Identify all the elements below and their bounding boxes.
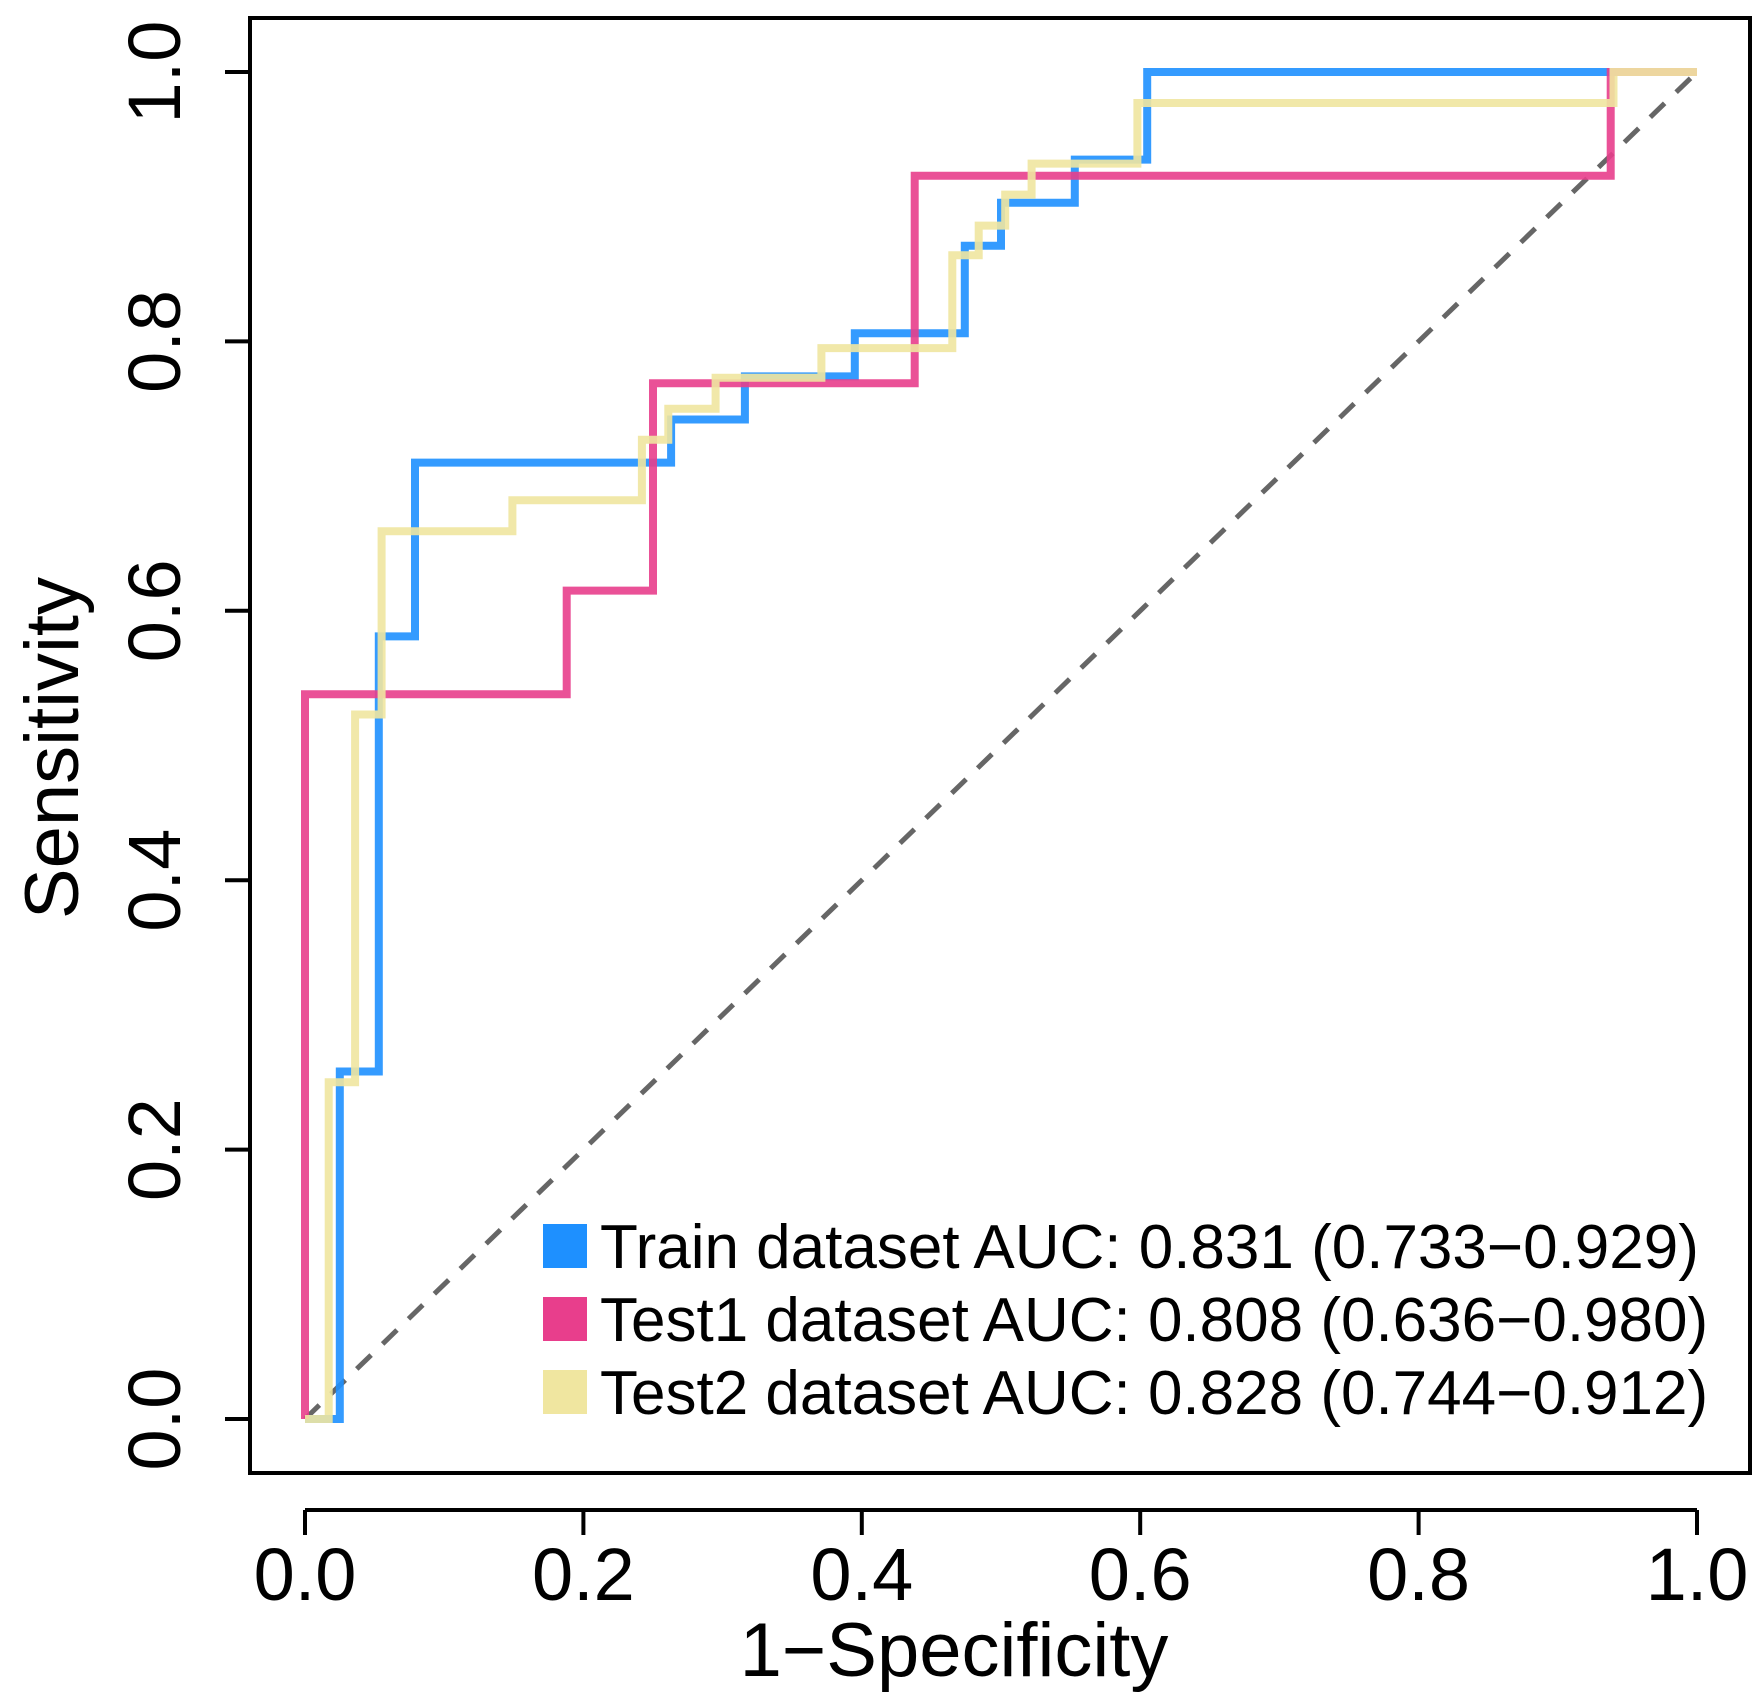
x-tick-label: 0.0 — [254, 1533, 357, 1616]
x-tick-label: 0.6 — [1089, 1533, 1192, 1616]
x-tick-label: 0.8 — [1367, 1533, 1470, 1616]
y-axis-title: Sensitivity — [10, 577, 95, 919]
y-tick-label: 0.4 — [113, 829, 196, 932]
x-axis-title: 1−Specificity — [740, 1608, 1169, 1693]
roc-curve-series-2 — [301, 68, 1697, 1419]
legend-label-1: Train dataset AUC: 0.831 (0.733−0.929) — [600, 1213, 1699, 1282]
y-tick-label: 0.6 — [113, 559, 196, 662]
y-tick-label: 0.2 — [113, 1098, 196, 1201]
y-tick-label: 1.0 — [113, 21, 196, 124]
y-tick-label: 0.8 — [113, 290, 196, 393]
y-tick-label: 0.0 — [113, 1368, 196, 1471]
legend-label-2: Test1 dataset AUC: 0.808 (0.636−0.980) — [600, 1286, 1708, 1355]
legend-swatch-1 — [543, 1224, 587, 1268]
roc-curve-series-3 — [305, 68, 1697, 1423]
legend-label-3: Test2 dataset AUC: 0.828 (0.744−0.912) — [600, 1359, 1708, 1428]
x-tick-label: 0.2 — [532, 1533, 635, 1616]
x-tick-label: 0.4 — [810, 1533, 913, 1616]
x-tick-label: 1.0 — [1646, 1533, 1749, 1616]
legend-swatch-2 — [543, 1297, 587, 1341]
legend-swatch-3 — [543, 1370, 587, 1414]
